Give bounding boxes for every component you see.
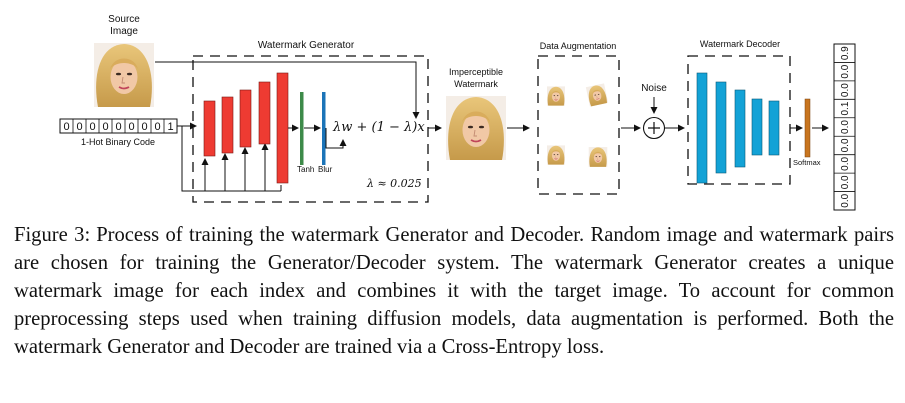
probability-value: 0.0 [840, 175, 851, 189]
output-probability-vector: 0.9 0.0 0.0 0.1 0.0 0.0 0.0 0.0 0.0 [833, 43, 856, 211]
tanh-layer [300, 92, 304, 165]
augmented-image-1 [546, 86, 566, 106]
watermark-generator-box [192, 55, 429, 203]
source-skip-arrow [155, 61, 420, 119]
probability-value: 0.0 [840, 120, 851, 134]
probability-value: 0.0 [840, 64, 851, 78]
probability-value: 0.1 [840, 101, 851, 115]
figure-caption: Figure 3: Process of training the waterma… [14, 221, 894, 361]
probability-value: 0.0 [840, 193, 851, 207]
watermark-decoder-title: Watermark Decoder [700, 39, 780, 49]
binary-digit: 0 [89, 121, 95, 133]
lambda-note: λ ≈ 0.025 [366, 177, 422, 190]
binary-skip-connections [181, 126, 282, 192]
generator-layer-5 [276, 72, 289, 184]
generator-layers [203, 72, 289, 184]
generator-layer-3 [239, 89, 252, 148]
binary-digit: 0 [128, 121, 134, 133]
generator-layer-2 [221, 96, 234, 154]
caption-label: Figure 3: [14, 224, 91, 246]
blur-label: Blur [318, 165, 333, 174]
binary-digit: 0 [141, 121, 147, 133]
binary-digit: 1 [167, 121, 173, 133]
data-augmentation-box [537, 55, 620, 195]
watermark-decoder-box [687, 55, 791, 185]
augmented-image-3 [546, 145, 566, 165]
watermarked-face-image [445, 95, 507, 161]
source-image-label: Image [110, 26, 138, 37]
tanh-label: Tanh [297, 165, 314, 174]
watermark-generator-title: Watermark Generator [258, 40, 355, 51]
noise-label: Noise [641, 83, 667, 94]
binary-digit: 0 [154, 121, 160, 133]
augmented-image-2 [585, 83, 609, 107]
probability-value: 0.9 [840, 46, 851, 60]
blur-to-blend-arrow [325, 128, 347, 149]
blur-layer [322, 92, 326, 165]
augmented-image-4 [588, 146, 608, 168]
caption-text: Process of training the watermark Genera… [14, 224, 895, 358]
binary-digit: 0 [115, 121, 121, 133]
softmax-label: Softmax [793, 158, 821, 167]
decoder-layer-5 [768, 100, 780, 156]
decoder-layer-1 [696, 72, 708, 184]
binary-code-label: 1-Hot Binary Code [81, 137, 155, 147]
probability-value: 0.0 [840, 138, 851, 152]
add-noise-icon [642, 116, 666, 140]
probability-value: 0.0 [840, 157, 851, 171]
decoder-layers [696, 72, 780, 184]
source-face-image [93, 42, 155, 108]
binary-digit: 0 [63, 121, 69, 133]
probability-value: 0.0 [840, 83, 851, 97]
decoder-layer-4 [751, 98, 763, 156]
softmax-layer [804, 98, 811, 158]
decoder-layer-2 [715, 81, 727, 174]
generator-layer-4 [258, 81, 271, 145]
imperceptible-label: Imperceptible [449, 67, 503, 77]
binary-digit: 0 [76, 121, 82, 133]
binary-digit: 0 [102, 121, 108, 133]
data-augmentation-title: Data Augmentation [540, 41, 617, 51]
generator-layer-1 [203, 100, 216, 157]
blend-formula: λw + (1 − λ)x [332, 120, 425, 135]
source-image-label: Source [108, 14, 140, 25]
imperceptible-label: Watermark [454, 79, 498, 89]
decoder-layer-3 [734, 89, 746, 168]
